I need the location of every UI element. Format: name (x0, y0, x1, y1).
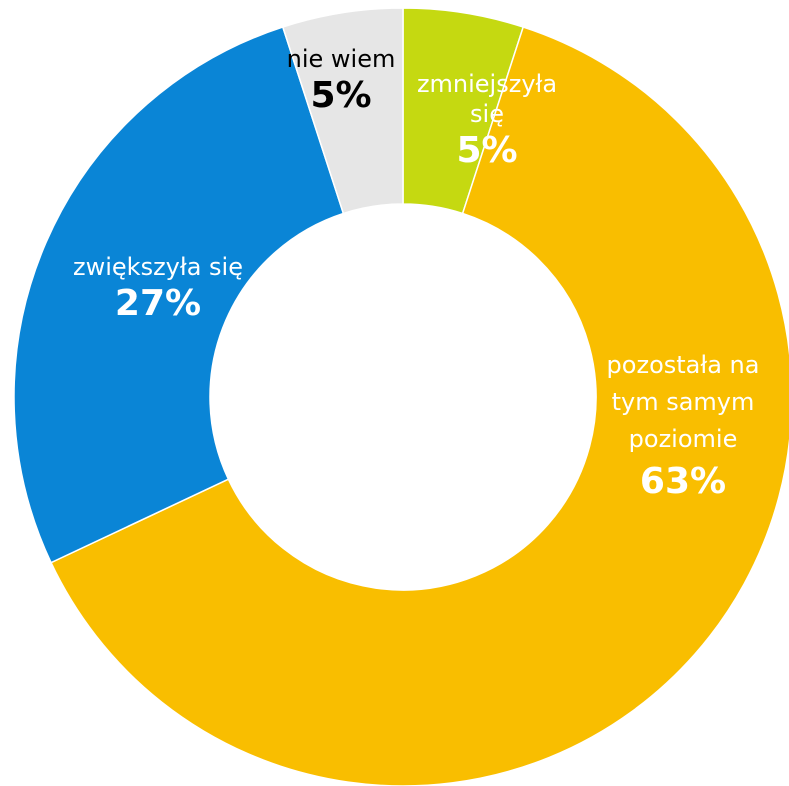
slice-value-label: 5% (310, 75, 371, 116)
labels: zmniejszyła się 5%pozostała na tym samym poz… (73, 45, 759, 502)
slice-label-line: zmniejszyła (417, 70, 557, 98)
slices (13, 7, 789, 786)
slice-value-label: 5% (456, 130, 517, 171)
slice-label-line: zwiększyła się (73, 253, 243, 281)
slice-increased (13, 26, 345, 564)
slice-value-label: 27% (115, 283, 201, 324)
slice-label-line: nie wiem (287, 45, 396, 73)
slice-label-dontknow: nie wiem 5% (287, 45, 396, 116)
slice-value-label: 63% (640, 461, 726, 502)
slice-label-line: pozostała na (607, 351, 760, 379)
slice-label-line: się (470, 100, 504, 128)
slice-label-line: tym samym (612, 388, 755, 416)
slice-label-same: pozostała na tym samym poziomie 63% (607, 351, 760, 502)
slice-same (50, 26, 789, 786)
slice-label-decreased: zmniejszyła się 5% (417, 70, 557, 171)
slice-label-increased: zwiększyła się 27% (73, 253, 243, 324)
slice-label-line: poziomie (629, 425, 738, 453)
slice-dontknow (281, 7, 404, 215)
